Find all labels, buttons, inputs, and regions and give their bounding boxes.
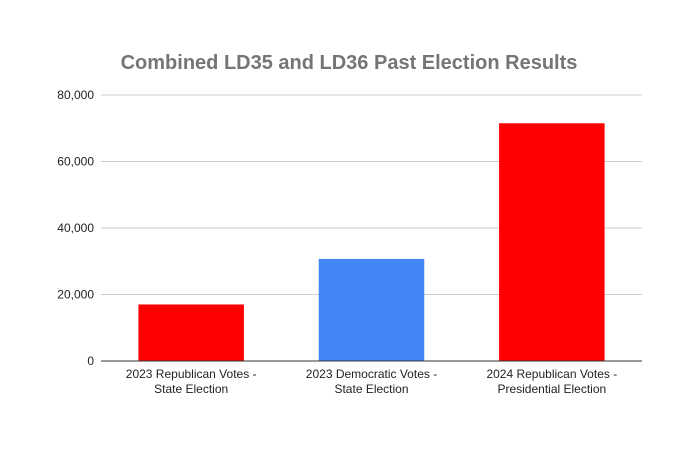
x-category-label: 2024 Republican Votes - [486,367,617,381]
x-category-label: State Election [154,382,228,396]
chart-title: Combined LD35 and LD36 Past Election Res… [121,52,578,74]
y-tick-label: 40,000 [57,221,94,235]
x-category-label: Presidential Election [497,382,606,396]
x-axis-category-labels: 2023 Republican Votes -State Election202… [126,367,617,396]
bar-0 [138,304,244,361]
y-tick-label: 20,000 [57,288,94,302]
x-category-label: 2023 Democratic Votes - [306,367,437,381]
y-tick-label: 60,000 [57,155,94,169]
bars [138,123,605,361]
x-category-label: State Election [334,382,408,396]
y-axis-ticks: 0 20,000 40,000 60,000 80,000 [57,88,94,368]
y-tick-label: 0 [87,354,94,368]
x-category-label: 2023 Republican Votes - [126,367,257,381]
bar-1 [318,258,425,361]
bar-2 [499,123,605,361]
y-tick-label: 80,000 [57,88,94,102]
